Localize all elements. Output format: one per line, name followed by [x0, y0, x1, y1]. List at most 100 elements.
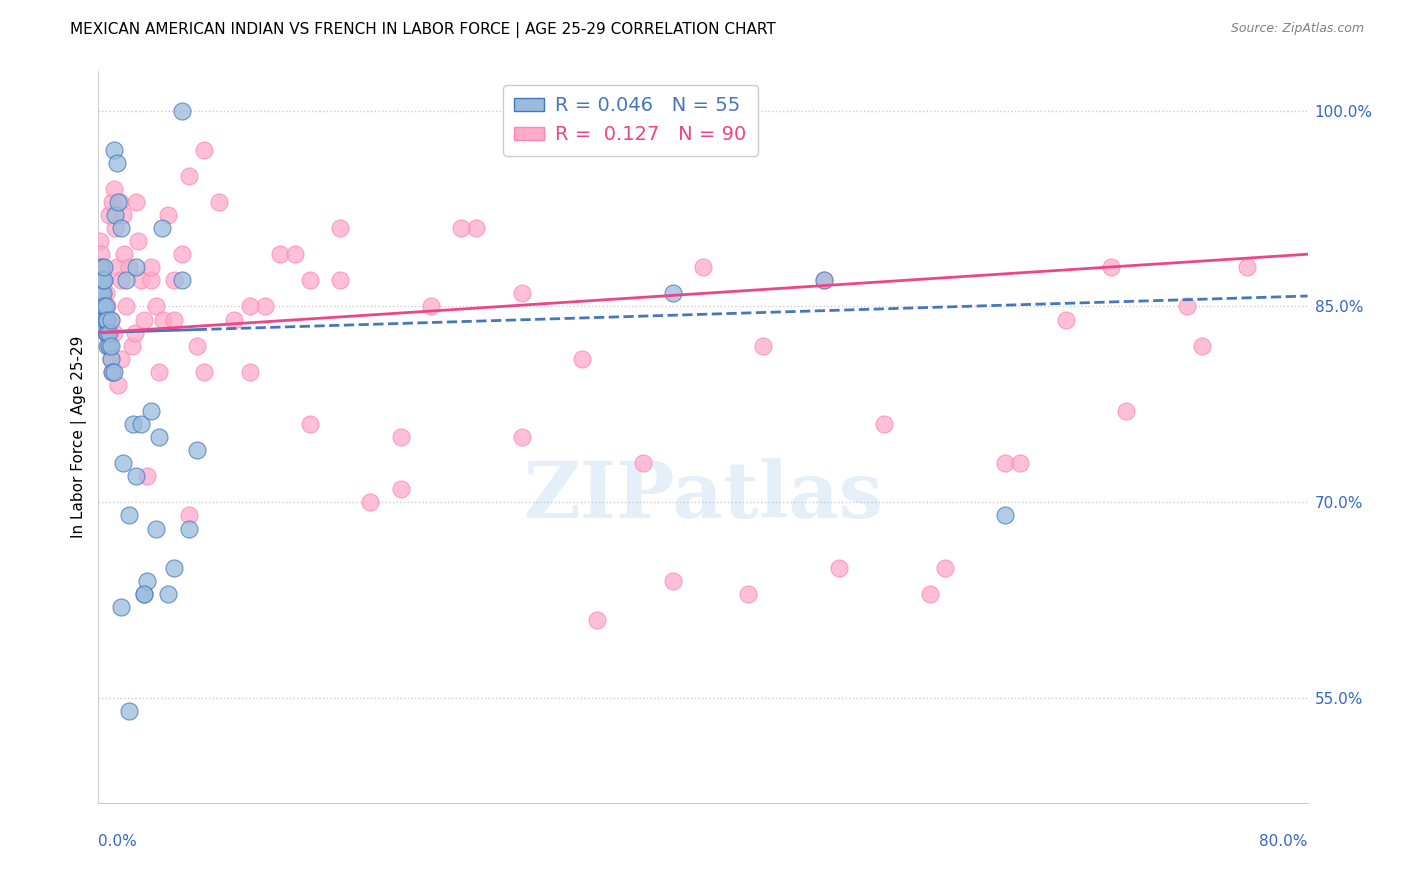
Point — [105, 156, 128, 170]
Point — [132, 587, 155, 601]
Point — [91, 286, 114, 301]
Point — [121, 339, 143, 353]
Point — [208, 194, 231, 209]
Point — [90, 273, 112, 287]
Point — [122, 417, 145, 431]
Point — [125, 194, 148, 209]
Point — [193, 365, 215, 379]
Point — [107, 377, 129, 392]
Point — [89, 273, 111, 287]
Point — [510, 430, 533, 444]
Point — [127, 234, 149, 248]
Point — [193, 143, 215, 157]
Point — [100, 312, 122, 326]
Point — [103, 326, 125, 340]
Point — [98, 339, 121, 353]
Point — [93, 273, 115, 287]
Point — [1054, 312, 1077, 326]
Point — [91, 273, 114, 287]
Point — [186, 339, 208, 353]
Text: Source: ZipAtlas.com: Source: ZipAtlas.com — [1230, 22, 1364, 36]
Point — [994, 508, 1017, 523]
Y-axis label: In Labor Force | Age 25-29: In Labor Force | Age 25-29 — [72, 336, 87, 538]
Point — [179, 169, 201, 183]
Point — [124, 326, 146, 340]
Point — [105, 260, 128, 275]
Point — [114, 300, 136, 314]
Point — [135, 574, 157, 588]
Point — [163, 560, 186, 574]
Point — [156, 208, 179, 222]
Point — [170, 103, 193, 118]
Point — [631, 456, 654, 470]
Point — [828, 560, 851, 574]
Point — [96, 300, 118, 314]
Point — [586, 613, 609, 627]
Point — [737, 587, 759, 601]
Point — [111, 208, 134, 222]
Point — [90, 273, 112, 287]
Point — [662, 286, 685, 301]
Point — [100, 339, 122, 353]
Point — [118, 704, 141, 718]
Point — [114, 273, 136, 287]
Point — [170, 273, 193, 287]
Point — [93, 273, 115, 287]
Point — [1010, 456, 1032, 470]
Point — [94, 312, 117, 326]
Point — [1115, 404, 1137, 418]
Point — [91, 260, 114, 275]
Text: MEXICAN AMERICAN INDIAN VS FRENCH IN LABOR FORCE | AGE 25-29 CORRELATION CHART: MEXICAN AMERICAN INDIAN VS FRENCH IN LAB… — [70, 22, 776, 38]
Point — [299, 417, 322, 431]
Point — [156, 587, 179, 601]
Point — [96, 312, 118, 326]
Text: 0.0%: 0.0% — [98, 834, 138, 849]
Point — [98, 339, 121, 353]
Point — [170, 247, 193, 261]
Point — [813, 273, 835, 287]
Point — [91, 286, 114, 301]
Point — [101, 365, 124, 379]
Text: ZIPatlas: ZIPatlas — [523, 458, 883, 533]
Point — [179, 521, 201, 535]
Point — [152, 312, 174, 326]
Point — [93, 260, 115, 275]
Point — [141, 273, 163, 287]
Point — [662, 574, 685, 588]
Point — [420, 300, 443, 314]
Point — [994, 456, 1017, 470]
Point — [141, 260, 163, 275]
Point — [103, 182, 125, 196]
Point — [118, 260, 141, 275]
Point — [299, 273, 322, 287]
Point — [118, 508, 141, 523]
Point — [752, 339, 775, 353]
Point — [163, 273, 186, 287]
Point — [150, 221, 173, 235]
Point — [107, 194, 129, 209]
Point — [98, 326, 121, 340]
Point — [145, 300, 167, 314]
Point — [148, 430, 170, 444]
Point — [103, 143, 125, 157]
Point — [93, 312, 115, 326]
Point — [224, 312, 246, 326]
Point — [125, 469, 148, 483]
Legend: R = 0.046   N = 55, R =  0.127   N = 90: R = 0.046 N = 55, R = 0.127 N = 90 — [503, 85, 758, 156]
Point — [93, 300, 115, 314]
Point — [329, 221, 352, 235]
Point — [1191, 339, 1213, 353]
Point — [94, 326, 117, 340]
Point — [96, 326, 118, 340]
Point — [389, 483, 412, 497]
Point — [91, 300, 114, 314]
Point — [90, 286, 112, 301]
Point — [90, 247, 112, 261]
Point — [94, 286, 117, 301]
Point — [100, 351, 122, 366]
Point — [110, 221, 132, 235]
Point — [94, 312, 117, 326]
Point — [1099, 260, 1122, 275]
Point — [934, 560, 956, 574]
Point — [89, 286, 111, 301]
